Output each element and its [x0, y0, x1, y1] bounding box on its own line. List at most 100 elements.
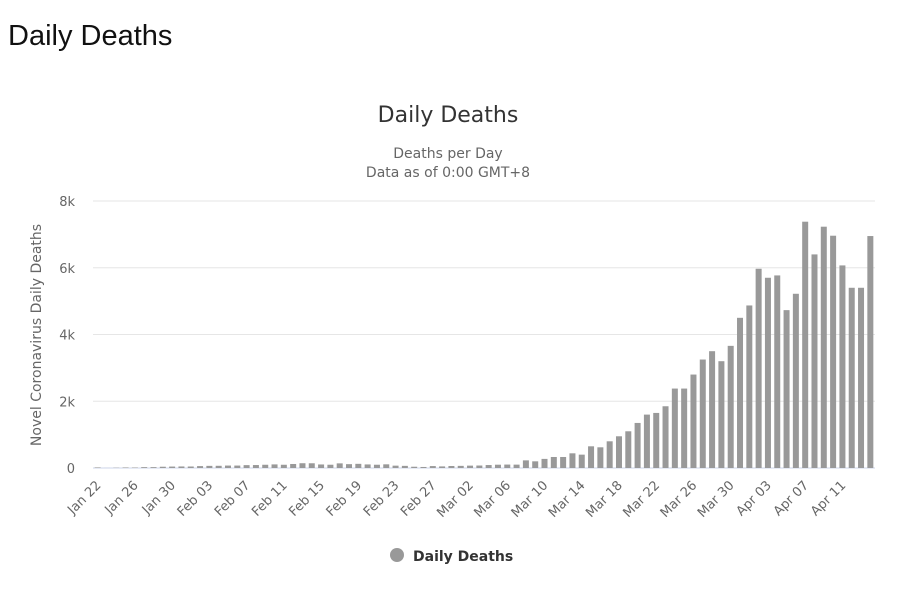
bar: [858, 287, 865, 468]
bar: [178, 466, 185, 468]
y-tick-label: 8k: [59, 195, 75, 210]
bar: [392, 465, 399, 468]
bar: [690, 374, 697, 468]
bar: [699, 359, 706, 468]
page-title: Daily Deaths: [8, 20, 173, 52]
bar: [169, 466, 176, 468]
x-tick-label: Mar 18: [583, 478, 626, 521]
bar: [206, 465, 213, 468]
bar: [588, 446, 595, 468]
x-tick-label: Feb 27: [398, 478, 440, 520]
bar: [522, 460, 529, 468]
bar: [820, 226, 827, 468]
bar: [746, 305, 753, 468]
bar: [197, 466, 204, 468]
bar: [560, 456, 567, 468]
bar: [262, 464, 269, 468]
bar: [252, 465, 259, 468]
bar: [364, 464, 371, 468]
bar: [150, 467, 157, 468]
x-tick-label: Apr 07: [771, 478, 812, 519]
bar: [755, 268, 762, 468]
bar: [662, 406, 669, 468]
bar: [429, 466, 436, 468]
bar: [308, 463, 315, 468]
bar: [448, 465, 455, 468]
bar: [457, 465, 464, 468]
bar: [494, 464, 501, 468]
bar: [336, 463, 343, 468]
y-tick-label: 4k: [59, 329, 75, 344]
bar: [271, 464, 278, 468]
bar: [709, 351, 716, 468]
legend-label: Daily Deaths: [413, 549, 513, 565]
bar: [346, 464, 353, 468]
bar: [718, 361, 725, 468]
bar: [280, 464, 287, 468]
bar: [141, 467, 148, 468]
chart-subtitle: Data as of 0:00 GMT+8: [366, 165, 530, 181]
bar: [401, 465, 408, 468]
bar: [634, 422, 641, 468]
x-tick-label: Mar 10: [509, 478, 552, 521]
bar: [355, 463, 362, 468]
bar: [513, 464, 520, 468]
bar: [727, 345, 734, 468]
bar: [234, 465, 241, 468]
bar: [318, 464, 325, 468]
x-tick-label: Feb 07: [212, 478, 254, 520]
y-tick-label: 2k: [59, 395, 75, 410]
legend-marker: [390, 548, 404, 562]
bar: [671, 388, 678, 468]
y-tick-label: 6k: [59, 262, 75, 277]
bar: [550, 456, 557, 468]
chart-title: Daily Deaths: [378, 103, 519, 128]
x-tick-label: Apr 03: [734, 478, 775, 519]
x-tick-label: Mar 14: [546, 478, 589, 521]
bar: [215, 465, 222, 468]
bar: [290, 463, 297, 468]
bar: [597, 447, 604, 468]
x-tick-label: Mar 22: [620, 478, 663, 521]
chart-subtitle: Deaths per Day: [393, 146, 502, 162]
bar: [578, 454, 585, 468]
bar: [848, 287, 855, 468]
x-tick-label: Jan 30: [139, 478, 179, 518]
bar: [187, 466, 194, 468]
x-tick-label: Mar 02: [434, 478, 477, 521]
bar: [94, 467, 101, 468]
bar: [476, 465, 483, 468]
x-tick-label: Apr 11: [808, 478, 849, 519]
bar: [783, 310, 790, 468]
bar: [606, 441, 613, 468]
bar: [541, 458, 548, 468]
bar: [737, 317, 744, 468]
bar: [867, 236, 874, 468]
bar: [681, 388, 688, 468]
bar: [224, 465, 231, 468]
bar: [122, 467, 129, 468]
y-tick-label: 0: [67, 462, 75, 477]
x-tick-label: Feb 11: [249, 478, 291, 520]
bar: [802, 221, 809, 468]
bar: [532, 461, 539, 468]
bar: [485, 465, 492, 468]
x-tick-label: Mar 30: [695, 478, 738, 521]
bar: [764, 277, 771, 468]
bar: [811, 254, 818, 468]
bar: [299, 463, 306, 468]
bar: [643, 414, 650, 468]
bar: [830, 235, 837, 468]
bar: [569, 453, 576, 468]
x-tick-label: Jan 22: [64, 478, 104, 518]
y-axis-label: Novel Coronavirus Daily Deaths: [29, 224, 45, 446]
bar: [792, 293, 799, 468]
bar: [159, 466, 166, 468]
bar: [615, 436, 622, 468]
x-tick-label: Feb 15: [286, 478, 328, 520]
bar: [383, 464, 390, 468]
bar: [467, 465, 474, 468]
bar: [411, 466, 418, 468]
